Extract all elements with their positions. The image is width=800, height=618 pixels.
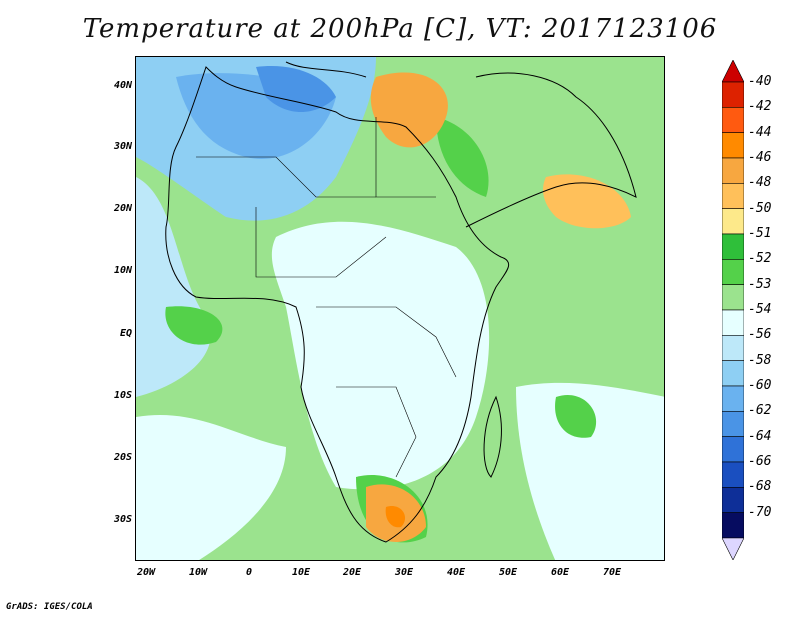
field-green-indian-ocean bbox=[555, 395, 597, 438]
legend-label: -58 bbox=[748, 352, 772, 368]
legend-swatch bbox=[722, 208, 744, 235]
legend-label: -54 bbox=[748, 302, 772, 317]
legend-label: -53 bbox=[748, 276, 772, 292]
lat-tick-30n: 30N bbox=[113, 141, 132, 152]
legend-swatch bbox=[722, 487, 744, 513]
lon-tick-20w: 20W bbox=[136, 567, 156, 578]
legend-label: -50 bbox=[748, 200, 772, 216]
legend-label: -66 bbox=[748, 454, 772, 469]
lat-tick-20s: 20S bbox=[113, 452, 132, 463]
border-northeast bbox=[375, 117, 436, 198]
lon-tick-30e: 30E bbox=[394, 567, 414, 578]
lon-tick-60e: 60E bbox=[550, 567, 570, 578]
legend-swatch bbox=[722, 107, 744, 133]
lon-tick-10e: 10E bbox=[291, 567, 311, 578]
legend-swatch bbox=[722, 259, 744, 285]
legend-swatch bbox=[722, 284, 744, 311]
legend-swatch bbox=[722, 360, 744, 387]
legend-label: -44 bbox=[748, 124, 772, 140]
legend-swatch bbox=[722, 512, 744, 539]
madagascar-coastline bbox=[483, 395, 502, 478]
lon-tick-40e: 40E bbox=[446, 567, 466, 578]
color-legend-bar bbox=[722, 60, 744, 560]
legend-swatch bbox=[722, 411, 744, 437]
field-green-gulf bbox=[165, 306, 223, 345]
footer-credit: GrADS: IGES/COLA bbox=[6, 602, 93, 612]
lat-tick-10n: 10N bbox=[113, 265, 132, 276]
map-panel bbox=[135, 56, 665, 561]
legend-swatch bbox=[722, 132, 744, 159]
legend-swatch bbox=[722, 335, 744, 361]
legend-swatch bbox=[722, 81, 744, 108]
lon-tick-20e: 20E bbox=[342, 567, 362, 578]
lon-tick-10w: 10W bbox=[188, 567, 208, 578]
legend-top-arrow bbox=[722, 60, 744, 83]
legend-label: -64 bbox=[748, 428, 772, 444]
legend-label: -68 bbox=[748, 479, 772, 495]
border-central bbox=[316, 306, 457, 378]
legend-label: -52 bbox=[748, 251, 772, 267]
field-pale-southwest bbox=[136, 415, 286, 560]
europe-coastline bbox=[285, 61, 367, 78]
field-orange-mediterranean bbox=[370, 72, 448, 148]
legend-swatch bbox=[722, 183, 744, 209]
legend-swatch bbox=[722, 157, 744, 184]
legend-label: -60 bbox=[748, 378, 772, 393]
lon-tick-70e: 70E bbox=[602, 567, 622, 578]
arabia-coastline bbox=[465, 72, 637, 228]
legend-bottom-arrow bbox=[722, 537, 744, 560]
legend-label: -62 bbox=[748, 403, 772, 419]
lat-tick-40n: 40N bbox=[113, 80, 132, 91]
legend-swatch bbox=[722, 233, 744, 260]
field-dark-blue-north bbox=[256, 66, 336, 112]
legend-swatch bbox=[722, 461, 744, 488]
lat-tick-30s: 30S bbox=[113, 514, 132, 525]
lon-tick-0: 0 bbox=[245, 567, 253, 578]
legend-label: -56 bbox=[748, 327, 772, 343]
lon-tick-50e: 50E bbox=[498, 567, 518, 578]
legend-label: -51 bbox=[748, 226, 772, 241]
legend-label: -70 bbox=[748, 504, 772, 520]
legend-label: -48 bbox=[748, 175, 772, 191]
legend-swatch bbox=[722, 436, 744, 463]
legend-label: -42 bbox=[748, 99, 772, 115]
chart-title: Temperature at 200hPa [C], VT: 201712310… bbox=[82, 14, 718, 44]
field-pale-southeast bbox=[516, 382, 664, 560]
legend-label: -40 bbox=[748, 74, 772, 89]
field-green-mideast bbox=[436, 117, 489, 197]
border-sahel bbox=[255, 207, 387, 278]
field-pale-central bbox=[271, 221, 490, 490]
legend-swatch bbox=[722, 385, 744, 412]
coastlines bbox=[165, 61, 637, 543]
border-south-central bbox=[336, 386, 417, 478]
legend-label: -46 bbox=[748, 150, 772, 165]
field-orange-arabian-sea bbox=[543, 174, 631, 229]
lat-tick-10s: 10S bbox=[113, 390, 132, 401]
lat-tick-eq: EQ bbox=[119, 328, 132, 339]
field-dark-orange-south-africa bbox=[385, 506, 406, 528]
country-borders bbox=[196, 117, 457, 478]
temperature-field-map bbox=[136, 57, 664, 560]
border-sahara bbox=[196, 156, 376, 198]
africa-coastline bbox=[165, 66, 510, 543]
legend-swatch bbox=[722, 309, 744, 336]
lat-tick-20n: 20N bbox=[113, 203, 132, 214]
